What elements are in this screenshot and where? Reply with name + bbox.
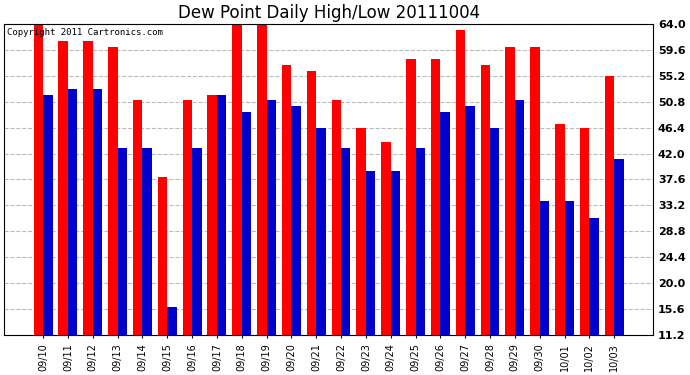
Bar (431, 59, 440, 335)
Bar (456, 30, 465, 335)
Bar (357, 128, 366, 335)
Bar (167, 307, 177, 335)
Bar (83, 41, 92, 335)
Bar (604, 76, 614, 335)
Bar (440, 112, 450, 335)
Bar (34, 24, 43, 335)
Bar (158, 177, 167, 335)
Bar (540, 201, 549, 335)
Bar (580, 128, 589, 335)
Bar (366, 171, 375, 335)
Text: Copyright 2011 Cartronics.com: Copyright 2011 Cartronics.com (8, 28, 164, 38)
Bar (59, 41, 68, 335)
Bar (530, 47, 540, 335)
Bar (341, 148, 351, 335)
Bar (291, 106, 301, 335)
Bar (564, 201, 574, 335)
Bar (192, 148, 201, 335)
Bar (481, 65, 490, 335)
Bar (316, 128, 326, 335)
Bar (217, 94, 226, 335)
Bar (505, 47, 515, 335)
Bar (43, 94, 52, 335)
Bar (233, 24, 241, 335)
Bar (208, 94, 217, 335)
Bar (465, 106, 475, 335)
Bar (406, 59, 415, 335)
Bar (282, 65, 291, 335)
Bar (266, 100, 276, 335)
Bar (133, 100, 142, 335)
Bar (241, 112, 251, 335)
Bar (391, 171, 400, 335)
Bar (382, 142, 391, 335)
Bar (257, 24, 266, 335)
Title: Dew Point Daily High/Low 20111004: Dew Point Daily High/Low 20111004 (177, 4, 480, 22)
Bar (117, 148, 127, 335)
Bar (307, 71, 316, 335)
Bar (415, 148, 425, 335)
Bar (183, 100, 192, 335)
Bar (555, 124, 564, 335)
Bar (92, 88, 102, 335)
Bar (589, 218, 599, 335)
Bar (142, 148, 152, 335)
Bar (108, 47, 117, 335)
Bar (332, 100, 341, 335)
Bar (515, 100, 524, 335)
Bar (68, 88, 77, 335)
Bar (490, 128, 500, 335)
Bar (614, 159, 624, 335)
